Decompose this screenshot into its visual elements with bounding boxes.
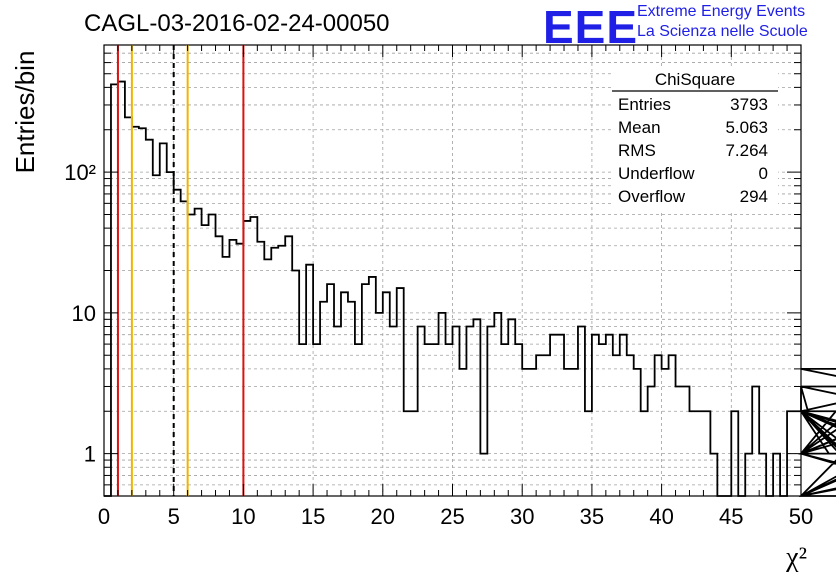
x-tick-label: 5 — [168, 504, 180, 529]
stats-row-value: 3793 — [730, 95, 768, 114]
stats-row-value: 0 — [759, 164, 768, 183]
logo-line-2: La Scienza nelle Scuole — [637, 23, 808, 40]
x-tick-label: 45 — [719, 504, 743, 529]
x-tick-label: 10 — [231, 504, 255, 529]
y-axis-label: Entries/bin — [10, 51, 40, 174]
histogram-series — [104, 80, 836, 497]
x-tick-label: 50 — [789, 504, 813, 529]
x-tick-label: 40 — [649, 504, 673, 529]
stats-box-title: ChiSquare — [655, 70, 735, 89]
x-tick-label: 20 — [371, 504, 395, 529]
x-tick-label: 35 — [580, 504, 604, 529]
y-tick-label: 1 — [84, 442, 96, 467]
stats-row-value: 5.063 — [725, 118, 768, 137]
x-axis-label: χ² — [785, 542, 807, 572]
x-tick-label: 0 — [98, 504, 110, 529]
stats-row-label: Overflow — [618, 187, 686, 206]
stats-box — [612, 68, 778, 210]
stats-row-label: Underflow — [618, 164, 695, 183]
y-tick-label: 10 — [72, 301, 96, 326]
stats-row-label: Entries — [618, 95, 671, 114]
eee-logo: EEE — [543, 1, 639, 53]
x-tick-label: 25 — [440, 504, 464, 529]
x-tick-label: 15 — [301, 504, 325, 529]
stats-row-label: Mean — [618, 118, 661, 137]
stats-row-label: RMS — [618, 141, 656, 160]
stats-row-value: 7.264 — [725, 141, 768, 160]
stats-row-value: 294 — [740, 187, 768, 206]
x-tick-label: 30 — [510, 504, 534, 529]
logo-line-1: Extreme Energy Events — [637, 3, 806, 20]
chart-title: CAGL-03-2016-02-24-00050 — [84, 10, 390, 37]
y-tick-label: 10² — [64, 160, 96, 185]
